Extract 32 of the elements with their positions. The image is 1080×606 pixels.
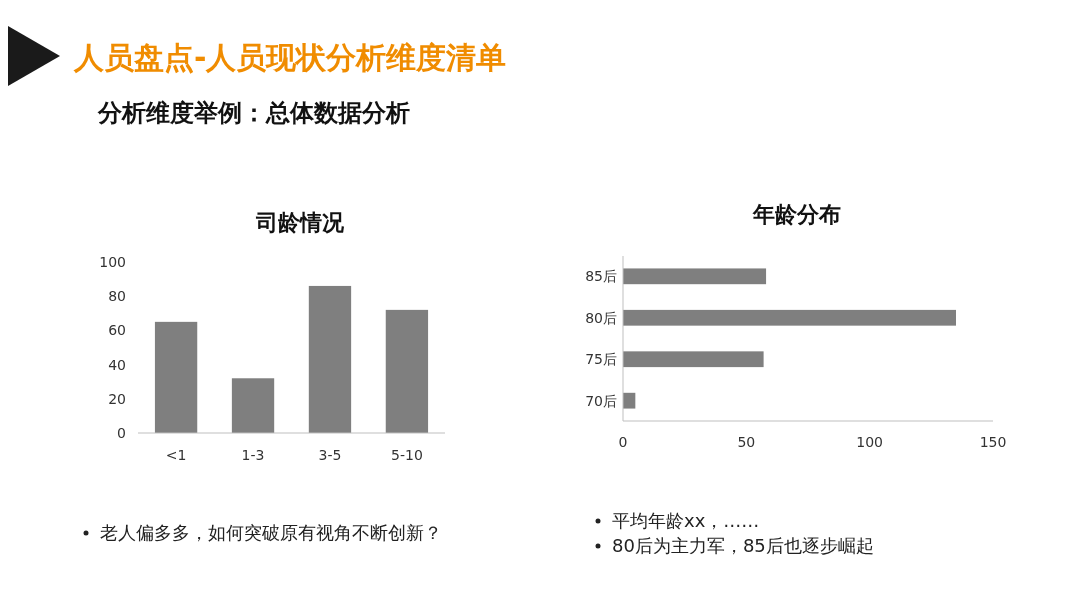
text: 平均年龄xx，…… xyxy=(612,510,760,531)
text: 80后为主力军，85后也逐步崛起 xyxy=(612,535,874,556)
chart-title: 年龄分布 xyxy=(752,202,841,227)
y-tick-label: 20 xyxy=(108,390,126,407)
x-tick-label: 1-3 xyxy=(241,447,265,463)
y-tick-label: 75后 xyxy=(585,351,617,368)
bar xyxy=(623,268,767,285)
text: 人员盘点-人员现状分析维度清单 xyxy=(73,40,507,75)
bar xyxy=(385,309,429,433)
x-tick-label: 5-10 xyxy=(391,447,423,463)
y-tick-label: 80 xyxy=(108,288,126,305)
bar xyxy=(231,378,275,433)
x-tick-label: 150 xyxy=(979,434,1007,450)
bar xyxy=(308,285,352,433)
chart-title: 司龄情况 xyxy=(255,210,345,235)
bar xyxy=(623,392,636,409)
y-tick-label: 100 xyxy=(99,254,126,270)
x-tick-label: <1 xyxy=(165,447,187,463)
x-tick-label: 3-5 xyxy=(318,447,342,463)
text: 分析维度举例：总体数据分析 xyxy=(97,99,410,127)
y-tick-label: 40 xyxy=(108,356,126,373)
bar xyxy=(623,309,956,326)
x-tick-label: 50 xyxy=(737,434,756,450)
text: 老人偏多多，如何突破原有视角不断创新？ xyxy=(100,522,442,543)
y-tick-label: 80后 xyxy=(585,309,617,326)
x-tick-label: 0 xyxy=(618,434,628,450)
y-tick-label: 60 xyxy=(108,322,126,339)
x-tick-label: 100 xyxy=(856,434,884,450)
y-tick-label: 85后 xyxy=(585,268,617,285)
bar xyxy=(623,351,764,368)
y-tick-label: 70后 xyxy=(585,392,617,409)
bar xyxy=(154,321,198,433)
